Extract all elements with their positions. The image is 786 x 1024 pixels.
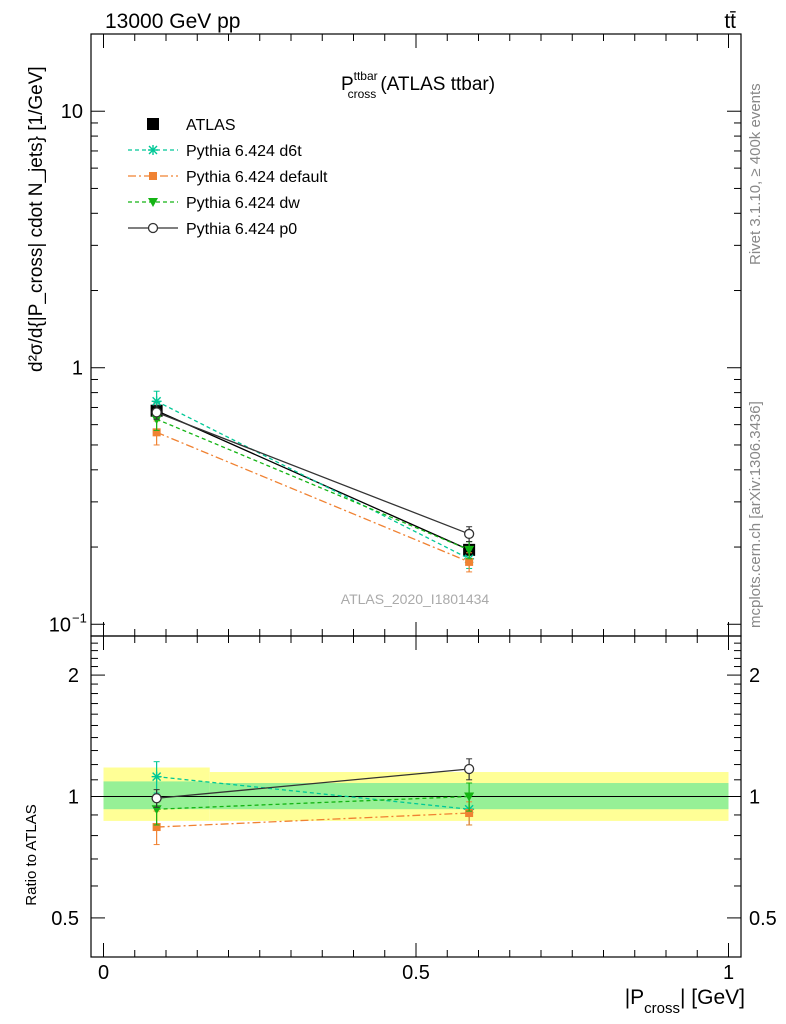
legend: ATLAS Pythia 6.424 d6t Pythia 6.424 defaul…: [128, 117, 328, 238]
main-point-1-0: [151, 396, 162, 407]
main-point-3-1: [464, 545, 475, 555]
main-title: Pttbar cross (ATLAS ttbar): [341, 69, 495, 101]
legend-marker-2: [149, 172, 157, 180]
main-point-1-0-stroke: [152, 396, 162, 406]
main-y-tick-label-0: 10: [61, 101, 83, 123]
legend-label-1: Pythia 6.424 d6t: [186, 143, 302, 160]
main-line-1: [156, 400, 470, 560]
ratio-point-0-0-stroke: [152, 772, 162, 782]
ratio-point-3-0: [151, 793, 162, 804]
main-y-tick-label-2: 10: [49, 614, 71, 636]
ratio-ylabel: Ratio to ATLAS: [23, 804, 40, 905]
ratio-y-tick-label-0: 2: [68, 665, 79, 687]
legend-marker-4: [147, 222, 159, 234]
main-series: [150, 390, 476, 573]
x-tick-label-1: 0.5: [402, 962, 430, 984]
ratio-line-1: [156, 812, 470, 828]
legend-label-0: ATLAS: [186, 117, 236, 134]
main-point-2-1: [465, 557, 474, 566]
main-line-2: [156, 431, 470, 563]
x-axis-label: |Pcross| [GeV]: [625, 986, 745, 1017]
legend-marker-0: [147, 118, 159, 130]
legend-label-3: Pythia 6.424 dw: [186, 195, 300, 212]
analysis-label: ATLAS_2020_I1801434: [341, 591, 490, 607]
x-tick-label-0: 0: [98, 962, 109, 984]
legend-label-4: Pythia 6.424 p0: [186, 221, 297, 238]
main-point-4-0: [151, 407, 162, 418]
ratio-y-tick-label-right-1: 1: [749, 787, 760, 809]
main-line-4: [156, 411, 470, 535]
ratio-line-3: [156, 768, 470, 799]
ratio-point-1-1: [465, 809, 474, 818]
ratio-point-0-0: [151, 771, 162, 782]
ratio-y-tick-label-right-0: 2: [749, 665, 760, 687]
rivet-label: Rivet 3.1.10, ≥ 400k events: [747, 83, 764, 265]
legend-label-2: Pythia 6.424 default: [186, 169, 328, 186]
main-point-4-1: [463, 528, 475, 540]
ratio-y-tick-label-right-2: 0.5: [749, 908, 777, 930]
ratio-y-tick-label-1: 1: [68, 787, 79, 809]
ratio-point-1-0: [152, 823, 161, 832]
ratio-point-2-1: [464, 792, 475, 802]
legend-marker-1-stroke: [148, 145, 158, 155]
ratio-y-tick-label-2: 0.5: [51, 908, 79, 930]
ratio-line-2: [156, 795, 470, 810]
main-y-tick-label-1: 1: [72, 358, 83, 380]
ratio-line-0: [156, 776, 470, 810]
main-point-2-0: [152, 428, 161, 437]
main-ylabel: d²σ/d{|P_cross| cdot N_jets} [1/GeV]: [26, 66, 47, 372]
legend-marker-1: [148, 145, 158, 155]
ratio-point-3-1: [463, 763, 475, 775]
main-line-3: [156, 418, 470, 551]
process-label: tt̄: [724, 10, 736, 33]
mcplots-label: mcplots.cern.ch [arXiv:1306.3436]: [747, 401, 764, 628]
energy-label: 13000 GeV pp: [105, 10, 240, 33]
legend-marker-3: [148, 198, 158, 207]
x-tick-label-2: 1: [723, 962, 734, 984]
main-y-tick-exponent: −1: [72, 610, 87, 625]
ratio-series: [151, 758, 475, 846]
